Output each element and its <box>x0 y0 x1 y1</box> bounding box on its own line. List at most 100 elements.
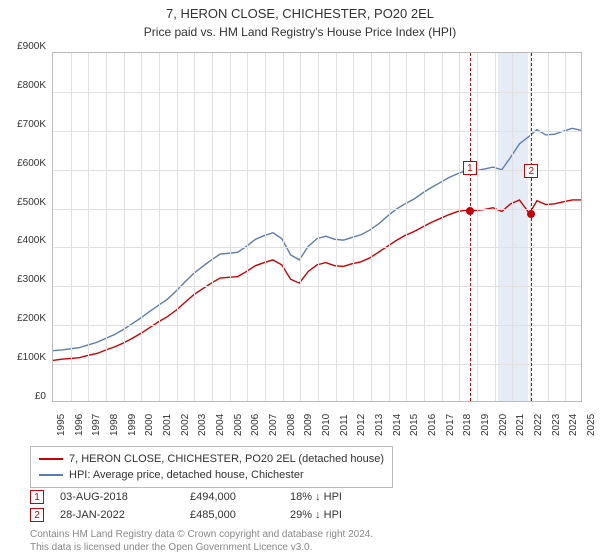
x-tick-label: 2025 <box>586 414 597 436</box>
x-tick-label: 2024 <box>568 414 579 436</box>
transaction-table: 103-AUG-2018£494,00018% ↓ HPI228-JAN-202… <box>30 488 390 524</box>
gridline-vertical <box>141 53 142 401</box>
footer-attribution: Contains HM Land Registry data © Crown c… <box>30 528 373 554</box>
x-tick-label: 2010 <box>321 414 332 436</box>
gridline-vertical <box>389 53 390 401</box>
x-tick-label: 2014 <box>392 414 403 436</box>
gridline-horizontal <box>53 286 581 287</box>
y-axis-labels: £0 £100K £200K £300K £400K £500K £600K £700K £80… <box>0 46 50 408</box>
gridline-vertical <box>159 53 160 401</box>
gridline-vertical <box>124 53 125 401</box>
x-tick-label: 2016 <box>427 414 438 436</box>
series-hpi <box>53 128 581 350</box>
marker-dot <box>466 207 474 215</box>
transaction-diff: 29% ↓ HPI <box>290 509 390 521</box>
marker-vline <box>470 53 471 401</box>
gridline-vertical <box>548 53 549 401</box>
legend: 7, HERON CLOSE, CHICHESTER, PO20 2EL (de… <box>30 446 393 488</box>
footer-line2: This data is licensed under the Open Gov… <box>30 541 373 554</box>
x-tick-label: 2002 <box>180 414 191 436</box>
legend-swatch <box>39 474 63 476</box>
y-tick-label: £400K <box>0 235 46 246</box>
x-tick-label: 2021 <box>515 414 526 436</box>
x-axis-labels: 1995199619971998199920002001200220032004… <box>52 406 582 440</box>
gridline-horizontal <box>53 209 581 210</box>
y-tick-label: £100K <box>0 352 46 363</box>
gridline-vertical <box>495 53 496 401</box>
title-sub: Price paid vs. HM Land Registry's House … <box>0 25 600 39</box>
gridline-vertical <box>71 53 72 401</box>
transaction-date: 03-AUG-2018 <box>60 491 190 503</box>
footer-line1: Contains HM Land Registry data © Crown c… <box>30 528 373 541</box>
gridline-vertical <box>265 53 266 401</box>
gridline-vertical <box>565 53 566 401</box>
x-tick-label: 2006 <box>250 414 261 436</box>
marker-vline <box>531 53 532 401</box>
gridline-vertical <box>512 53 513 401</box>
x-tick-label: 2020 <box>498 414 509 436</box>
gridline-horizontal <box>53 92 581 93</box>
x-tick-label: 2012 <box>356 414 367 436</box>
gridline-vertical <box>194 53 195 401</box>
gridline-horizontal <box>53 131 581 132</box>
gridline-vertical <box>177 53 178 401</box>
marker-label-box: 1 <box>463 161 477 175</box>
gridline-vertical <box>300 53 301 401</box>
gridline-vertical <box>247 53 248 401</box>
y-tick-label: £200K <box>0 313 46 324</box>
gridline-vertical <box>230 53 231 401</box>
x-tick-label: 1999 <box>127 414 138 436</box>
x-tick-label: 2000 <box>144 414 155 436</box>
transaction-diff: 18% ↓ HPI <box>290 491 390 503</box>
gridline-vertical <box>477 53 478 401</box>
chart-titles: 7, HERON CLOSE, CHICHESTER, PO20 2EL Pri… <box>0 0 600 39</box>
gridline-horizontal <box>53 247 581 248</box>
x-tick-label: 2015 <box>409 414 420 436</box>
y-tick-label: £0 <box>0 391 46 402</box>
x-tick-label: 2007 <box>268 414 279 436</box>
marker-label-box: 2 <box>524 164 538 178</box>
gridline-vertical <box>88 53 89 401</box>
x-tick-label: 1998 <box>109 414 120 436</box>
legend-label: 7, HERON CLOSE, CHICHESTER, PO20 2EL (de… <box>69 453 384 465</box>
x-tick-label: 1995 <box>56 414 67 436</box>
legend-label: HPI: Average price, detached house, Chic… <box>69 469 304 481</box>
marker-dot <box>527 210 535 218</box>
y-tick-label: £600K <box>0 158 46 169</box>
y-tick-label: £500K <box>0 197 46 208</box>
legend-swatch <box>39 458 63 460</box>
x-tick-label: 2018 <box>462 414 473 436</box>
y-tick-label: £700K <box>0 119 46 130</box>
gridline-vertical <box>318 53 319 401</box>
gridline-vertical <box>353 53 354 401</box>
gridline-vertical <box>371 53 372 401</box>
x-tick-label: 1997 <box>91 414 102 436</box>
x-tick-label: 2005 <box>233 414 244 436</box>
chart-svg <box>53 53 581 401</box>
gridline-vertical <box>459 53 460 401</box>
transaction-price: £485,000 <box>190 509 290 521</box>
series-price_paid <box>53 200 581 360</box>
transaction-price: £494,000 <box>190 491 290 503</box>
y-tick-label: £800K <box>0 80 46 91</box>
chart-plot-area: 12 <box>52 52 582 402</box>
y-tick-label: £300K <box>0 274 46 285</box>
x-tick-label: 2008 <box>286 414 297 436</box>
gridline-vertical <box>442 53 443 401</box>
x-tick-label: 1996 <box>74 414 85 436</box>
gridline-vertical <box>424 53 425 401</box>
gridline-horizontal <box>53 364 581 365</box>
x-tick-label: 2019 <box>480 414 491 436</box>
title-main: 7, HERON CLOSE, CHICHESTER, PO20 2EL <box>0 6 600 21</box>
legend-row: HPI: Average price, detached house, Chic… <box>39 467 384 483</box>
x-tick-label: 2023 <box>551 414 562 436</box>
x-tick-label: 2003 <box>197 414 208 436</box>
x-tick-label: 2001 <box>162 414 173 436</box>
x-tick-label: 2009 <box>303 414 314 436</box>
gridline-vertical <box>106 53 107 401</box>
transaction-marker-icon: 2 <box>30 508 44 522</box>
gridline-vertical <box>336 53 337 401</box>
gridline-horizontal <box>53 170 581 171</box>
x-tick-label: 2013 <box>374 414 385 436</box>
x-tick-label: 2022 <box>533 414 544 436</box>
